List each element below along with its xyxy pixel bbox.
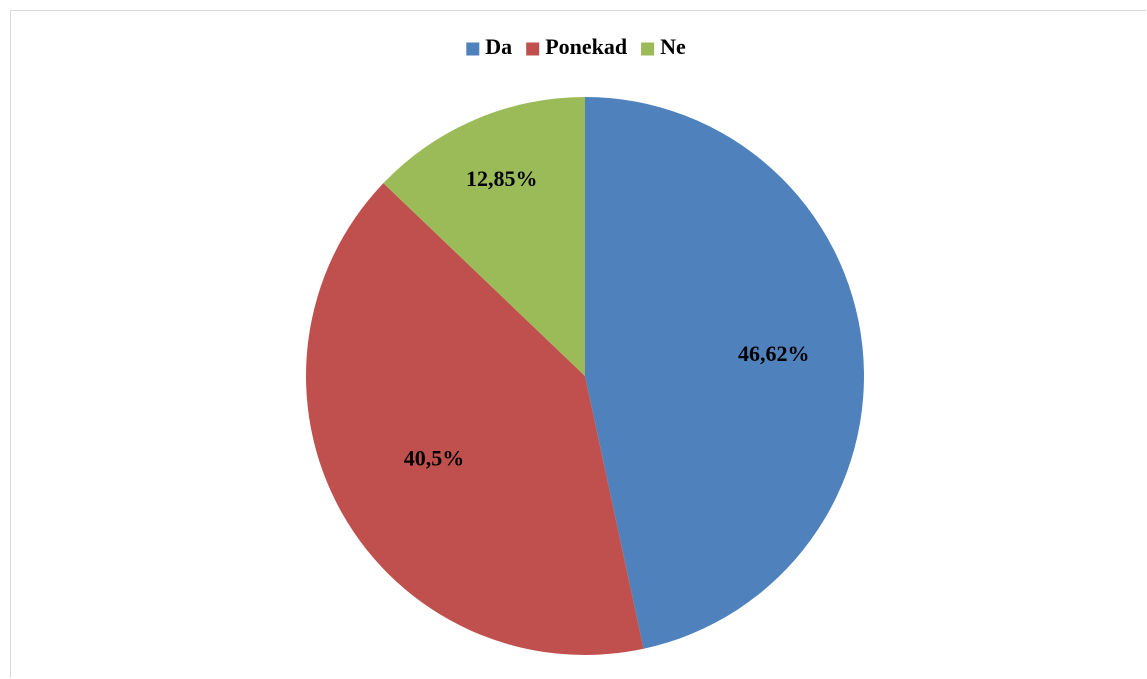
legend-label-ponekad: Ponekad bbox=[545, 34, 627, 59]
legend-item-ne: Ne bbox=[641, 34, 686, 59]
chart-legend: Da Ponekad Ne bbox=[466, 34, 686, 59]
legend-label-da: Da bbox=[485, 34, 512, 59]
pie-slice-ne bbox=[383, 97, 585, 376]
legend-swatch-da bbox=[466, 42, 480, 56]
slice-label-ne: 12,85% bbox=[466, 166, 538, 191]
legend-label-ne: Ne bbox=[660, 34, 686, 59]
pie-slice-ponekad bbox=[306, 183, 644, 655]
legend-swatch-ponekad bbox=[526, 42, 540, 56]
legend-swatch-ne bbox=[641, 42, 655, 56]
slice-labels: 46,62% 40,5% 12,85% bbox=[404, 166, 810, 470]
pie-slices bbox=[306, 97, 864, 655]
legend-item-ponekad: Ponekad bbox=[526, 34, 627, 59]
slice-label-da: 46,62% bbox=[738, 341, 810, 366]
legend-item-da: Da bbox=[466, 34, 512, 59]
slice-label-ponekad: 40,5% bbox=[404, 445, 465, 470]
pie-slice-da bbox=[585, 97, 864, 649]
